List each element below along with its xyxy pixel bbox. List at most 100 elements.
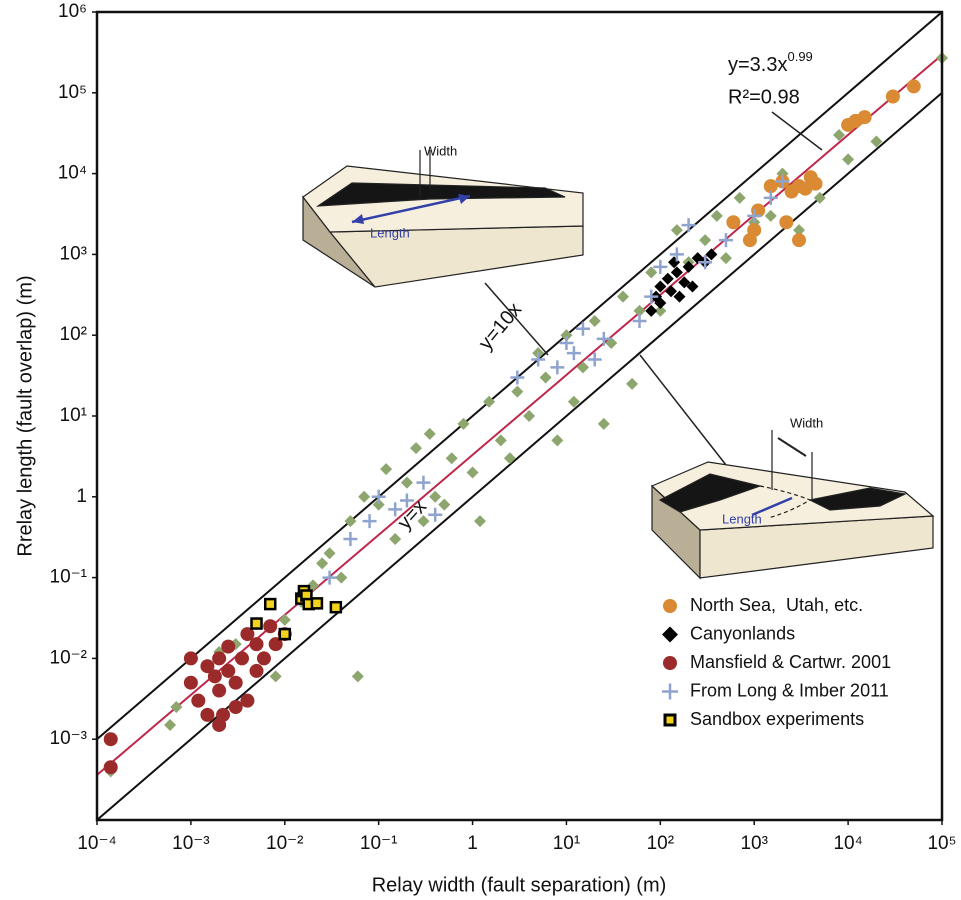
x-axis-label: Relay width (fault separation) (m): [372, 874, 667, 896]
legend-label: Canyonlands: [690, 623, 795, 643]
point: [372, 498, 385, 511]
point: [885, 89, 900, 104]
series: [103, 619, 292, 775]
point: [358, 490, 371, 503]
point: [531, 352, 546, 367]
y-tick-label: 10⁶: [58, 1, 87, 22]
x-tick-label: 10⁵: [927, 833, 956, 854]
point: [793, 224, 806, 237]
point: [792, 233, 807, 248]
point: [645, 266, 658, 279]
point: [183, 651, 198, 666]
point: [510, 370, 525, 385]
point: [240, 693, 255, 708]
inset-diagram: [302, 150, 584, 288]
fit-r2: R²=0.98: [728, 86, 800, 108]
inset-diagram: [650, 430, 935, 580]
point: [665, 285, 678, 298]
x-tick-label: 10⁻⁴: [77, 833, 116, 854]
point: [423, 427, 436, 440]
point: [216, 707, 231, 722]
connector: [771, 111, 823, 151]
x-tick-label: 10³: [740, 833, 767, 854]
point: [335, 571, 348, 584]
point: [654, 280, 667, 293]
reference-lines: [97, 12, 942, 820]
point: [539, 371, 552, 384]
point: [221, 639, 236, 654]
y-tick-label: 10⁴: [58, 163, 87, 184]
legend-marker: [663, 656, 677, 670]
point: [164, 718, 177, 731]
point: [833, 129, 846, 142]
y-tick-label: 10¹: [60, 405, 87, 426]
point: [523, 410, 536, 422]
point: [597, 417, 610, 430]
point: [616, 290, 629, 303]
fit-label: y=3.3x0.99: [728, 49, 813, 76]
point: [263, 597, 277, 611]
point: [633, 304, 646, 317]
point: [775, 174, 790, 189]
x-tick-label: 10²: [647, 833, 674, 854]
point: [249, 663, 264, 678]
point: [388, 502, 403, 517]
y-tick-label: 10⁵: [58, 82, 87, 103]
point: [747, 208, 762, 223]
y-tick-label: 10²: [60, 324, 87, 345]
point: [170, 701, 183, 714]
point: [380, 463, 393, 476]
point: [710, 209, 723, 222]
point: [511, 385, 524, 398]
reference-line: [97, 12, 942, 741]
x-tick-label: 10⁻¹: [360, 833, 398, 854]
point: [813, 191, 826, 204]
point: [733, 191, 746, 204]
point: [626, 377, 639, 390]
point: [842, 153, 855, 166]
point: [428, 507, 443, 522]
point: [323, 547, 336, 560]
point: [344, 515, 357, 528]
point: [228, 700, 243, 715]
point: [645, 304, 658, 317]
point: [263, 619, 278, 634]
point: [249, 637, 264, 652]
line-label: y=x: [393, 496, 431, 534]
line-label: y=10x: [475, 299, 527, 354]
point: [473, 515, 486, 528]
legend-marker: [662, 626, 678, 643]
series: [250, 584, 343, 641]
point: [596, 331, 611, 346]
inset-width-label: Width: [424, 143, 457, 158]
point: [779, 215, 794, 230]
point: [212, 683, 227, 698]
point: [494, 434, 507, 447]
legend-marker: [662, 683, 678, 700]
point: [457, 417, 470, 430]
point: [654, 304, 667, 317]
point: [200, 707, 215, 722]
point: [200, 659, 215, 674]
y-tick-label: 10⁻³: [50, 728, 88, 749]
point: [661, 272, 674, 285]
point: [410, 442, 423, 455]
point: [103, 732, 118, 747]
legend-item: From Long & Imber 2011: [662, 680, 889, 700]
series: [322, 174, 790, 585]
point: [668, 256, 681, 269]
legend-item: Mansfield & Cartwr. 2001: [663, 652, 891, 672]
legend-item: Canyonlands: [662, 623, 795, 643]
point: [191, 693, 206, 708]
point: [587, 352, 602, 367]
point: [278, 627, 292, 641]
x-tick-label: 10⁻²: [266, 833, 304, 854]
point: [678, 276, 691, 289]
point: [221, 663, 236, 678]
series: [726, 79, 921, 248]
point: [329, 600, 343, 614]
point: [673, 290, 686, 303]
y-tick-label: 10³: [60, 243, 87, 264]
point: [726, 215, 741, 230]
point: [644, 289, 659, 304]
